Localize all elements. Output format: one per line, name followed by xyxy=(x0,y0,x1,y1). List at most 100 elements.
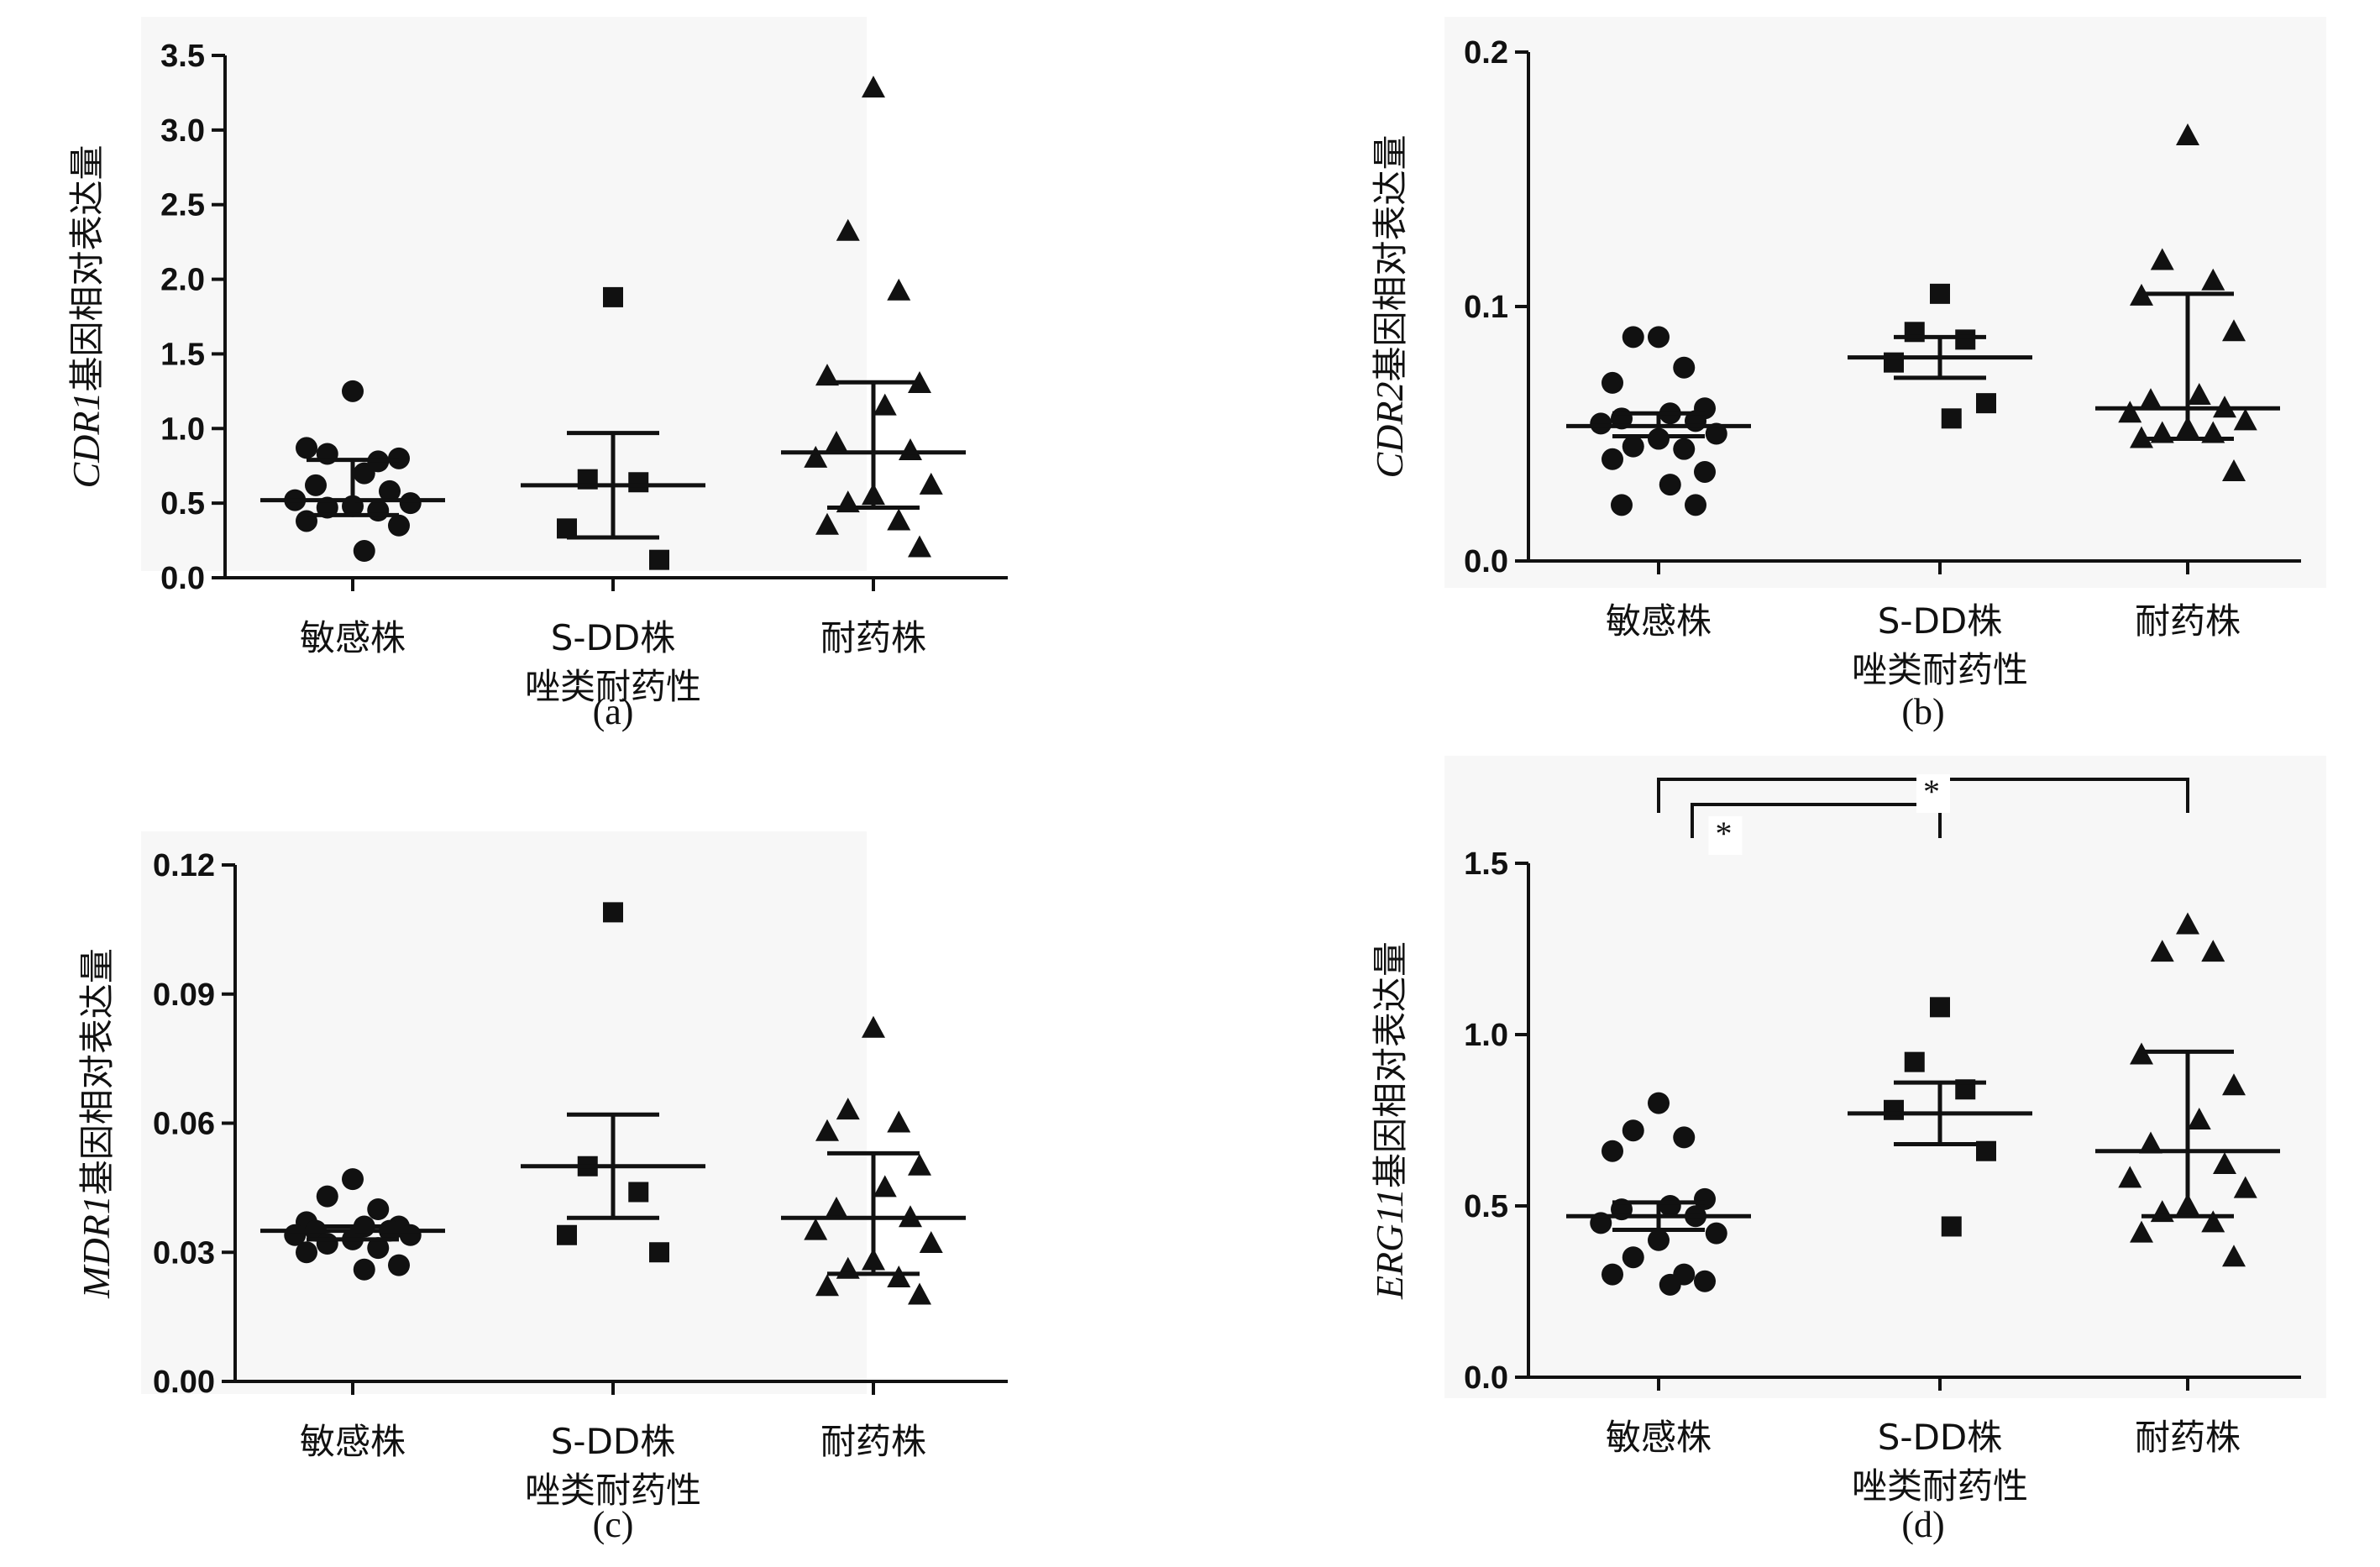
data-point-circle xyxy=(367,500,390,522)
x-category-label: 敏感株 xyxy=(300,617,406,658)
data-point-square xyxy=(649,549,669,570)
y-axis-label: CDR1基因相对表达量 xyxy=(65,144,107,488)
data-point-triangle xyxy=(2187,383,2211,406)
x-category-label: 唑类耐药性 xyxy=(525,666,701,707)
data-point-triangle xyxy=(908,535,931,558)
data-point-circle xyxy=(1673,356,1696,379)
data-point-circle xyxy=(353,1258,375,1281)
y-tick-label: 3.5 xyxy=(160,39,205,74)
data-point-triangle xyxy=(815,364,839,386)
data-point-triangle xyxy=(815,1119,839,1141)
y-axis-label-suffix: 基因相对表达量 xyxy=(1370,941,1411,1188)
data-point-square xyxy=(557,518,577,539)
data-point-triangle xyxy=(804,1218,828,1240)
data-point-circle xyxy=(1602,448,1623,470)
x-category-label: 耐药株 xyxy=(820,617,926,658)
significance-bracket xyxy=(1691,803,1942,838)
data-point-square xyxy=(603,286,623,307)
plot-background xyxy=(1444,17,2326,588)
data-point-circle xyxy=(1705,422,1727,445)
data-point-triangle xyxy=(2201,268,2225,291)
data-point-circle xyxy=(353,462,375,485)
y-axis-label-suffix: 基因相对表达量 xyxy=(1370,134,1411,381)
data-point-circle xyxy=(296,1241,317,1264)
panel-caption: (b) xyxy=(1901,691,1944,732)
data-point-triangle xyxy=(887,278,911,301)
data-point-circle xyxy=(1622,1119,1644,1142)
data-point-triangle xyxy=(908,1282,931,1305)
data-point-triangle xyxy=(862,1015,885,1038)
data-point-circle xyxy=(342,1168,364,1191)
x-category-label: 敏感株 xyxy=(300,1421,406,1462)
data-point-triangle xyxy=(815,512,839,535)
x-category-label: S-DD株 xyxy=(551,1421,676,1462)
data-point-square xyxy=(557,1224,577,1245)
data-point-circle xyxy=(367,1198,390,1220)
data-point-triangle xyxy=(804,445,828,468)
data-point-circle xyxy=(388,1254,410,1276)
y-tick-label: 3.0 xyxy=(160,113,205,149)
data-point-square xyxy=(603,902,623,923)
data-point-circle xyxy=(1659,1273,1681,1296)
data-point-triangle xyxy=(2213,1152,2236,1175)
plot-background xyxy=(1444,756,2326,1398)
data-point-triangle xyxy=(825,431,848,453)
data-point-triangle xyxy=(873,1175,897,1198)
data-point-circle xyxy=(1590,412,1612,435)
data-point-circle xyxy=(1673,1126,1696,1149)
plot-background xyxy=(141,17,867,571)
data-point-circle xyxy=(367,1237,390,1260)
data-point-triangle xyxy=(2176,123,2199,145)
y-axis-label-gene: CDR1 xyxy=(65,392,107,489)
data-point-triangle xyxy=(2201,1210,2225,1233)
y-tick-label: 0.0 xyxy=(1464,544,1508,579)
data-point-triangle xyxy=(836,1098,860,1120)
data-point-triangle xyxy=(887,508,911,531)
data-point-square xyxy=(1976,393,1996,414)
y-tick-label: 2.5 xyxy=(160,188,205,223)
y-tick-label: 0.0 xyxy=(160,561,205,596)
data-point-triangle xyxy=(815,1274,839,1297)
data-point-circle xyxy=(399,1224,422,1246)
data-point-circle xyxy=(296,437,317,459)
y-tick-label: 1.5 xyxy=(160,337,205,372)
y-axis-label: MDR1基因相对表达量 xyxy=(75,948,118,1299)
data-point-square xyxy=(1941,1216,1962,1237)
x-category-label: S-DD株 xyxy=(1878,600,2003,642)
data-point-circle xyxy=(1611,494,1633,516)
data-point-square xyxy=(649,1242,669,1263)
y-axis-label-gene: MDR1 xyxy=(75,1195,118,1299)
y-tick-label: 0.00 xyxy=(153,1365,215,1400)
data-point-triangle xyxy=(2139,388,2162,411)
data-point-triangle xyxy=(2139,1131,2162,1154)
y-axis-label: ERG11基因相对表达量 xyxy=(1368,941,1411,1300)
data-point-circle xyxy=(1694,460,1716,483)
x-category-label: 耐药株 xyxy=(2135,1417,2241,1458)
y-axis-label-gene: CDR2 xyxy=(1368,382,1411,479)
data-point-circle xyxy=(1648,1229,1670,1251)
data-point-circle xyxy=(1622,1246,1644,1269)
data-point-circle xyxy=(1648,326,1670,349)
data-point-triangle xyxy=(2222,1245,2246,1267)
data-point-square xyxy=(1930,283,1950,304)
x-category-label: 敏感株 xyxy=(1606,1417,1712,1458)
significance-label-bg xyxy=(1916,774,1950,813)
x-category-label: 唑类耐药性 xyxy=(1852,649,2028,690)
significance-label: * xyxy=(1716,815,1733,852)
data-point-square xyxy=(1955,329,1976,350)
y-tick-label: 1.0 xyxy=(1464,1018,1508,1053)
data-point-triangle xyxy=(2233,408,2257,431)
y-tick-label: 0.06 xyxy=(153,1107,215,1142)
data-point-square xyxy=(628,1182,649,1203)
data-point-triangle xyxy=(873,393,897,416)
data-point-square xyxy=(1930,997,1950,1018)
y-tick-label: 0.09 xyxy=(153,977,215,1013)
y-tick-label: 0.5 xyxy=(160,486,205,521)
data-point-triangle xyxy=(887,1110,911,1133)
data-point-triangle xyxy=(2201,940,2225,962)
data-point-circle xyxy=(1622,326,1644,349)
y-tick-label: 0.0 xyxy=(1464,1360,1508,1396)
